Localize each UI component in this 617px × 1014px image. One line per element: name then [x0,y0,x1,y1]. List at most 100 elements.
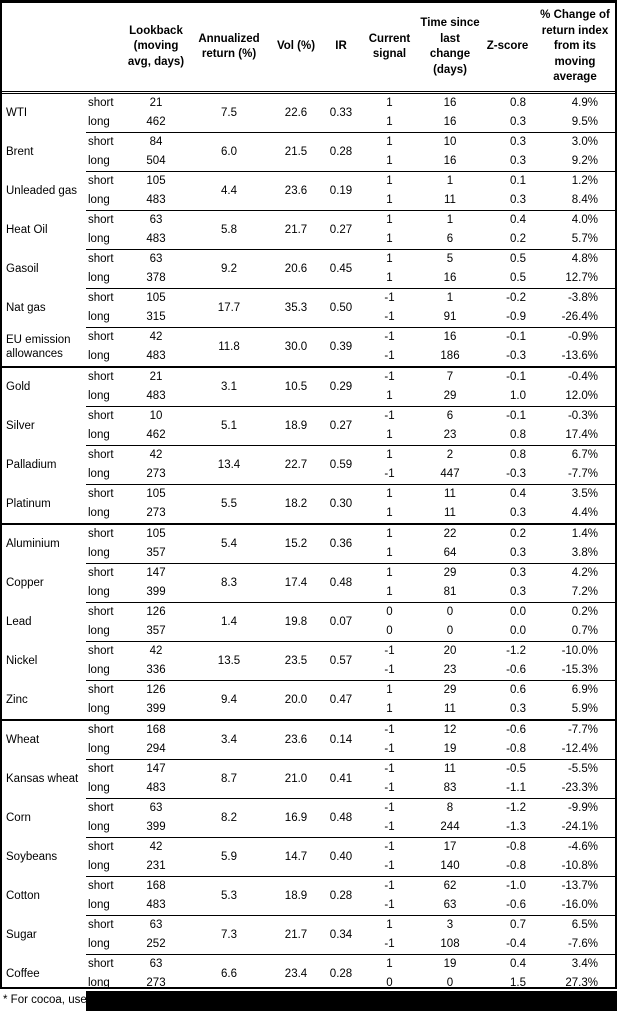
cell-time-since-change: 19 [443,743,457,755]
cell-current-signal: -1 [384,743,395,755]
cell-pct-change: 5.9% [571,703,598,715]
cell-ir: 0.28 [323,132,359,172]
cell-lookback: 462 [146,116,166,128]
cell-ir: 0.28 [323,876,359,916]
leg-label: long [88,743,110,755]
cell-current-signal: 1 [359,484,420,504]
cell-current-signal: -1 [384,311,395,323]
cell-z-score: -0.1 [480,327,535,347]
commodity-name: Brent [6,146,34,158]
cell-z-score: 0.8 [480,445,535,465]
cell-pct-change: 17.4% [565,429,598,441]
cell-pct-change: 12.0% [565,390,598,402]
cell-lookback: 231 [146,860,166,872]
commodity-name: Copper [6,577,44,589]
cell-lookback: 294 [146,743,166,755]
leg-label: long [88,977,110,989]
cell-current-signal: -1 [384,938,395,950]
cell-pct-change: 6.9% [535,680,615,700]
cell-annualized-return: 6.0 [189,132,269,172]
cell-annualized-return: 5.8 [189,210,269,250]
cell-pct-change: 3.5% [535,484,615,504]
cell-current-signal: 1 [359,210,420,230]
leg-label: short [86,249,123,269]
cell-z-score: 0.0 [510,625,526,637]
col-header-ir: IR [323,3,359,94]
table-row: Nickel short 42 13.5 23.5 0.57 -1 20 -1.2 -10.0% [2,641,615,681]
cell-lookback: 168 [123,876,189,896]
cell-ir: 0.30 [323,484,359,524]
cell-time-since-change: 8 [420,798,480,818]
cell-lookback: 63 [123,210,189,230]
cell-vol: 22.7 [269,445,323,485]
cell-lookback: 336 [146,664,166,676]
cell-pct-change: 1.2% [535,171,615,191]
table-row: long 399 1 11 0.3 5.9% [2,700,615,720]
cell-vol: 20.6 [269,249,323,289]
table-row: long 483 -1 186 -0.3 -13.6% [2,347,615,367]
redaction-bar [86,991,617,1011]
table-row: long 399 1 81 0.3 7.2% [2,583,615,603]
leg-label: long [88,586,110,598]
leg-label: short [86,602,123,622]
cell-z-score: -0.8 [506,743,526,755]
cell-lookback: 273 [146,977,166,989]
leg-label: long [88,468,110,480]
cell-vol: 17.4 [269,563,323,603]
cell-z-score: 0.3 [510,116,526,128]
table-row: EU emission allowances short 42 11.8 30.0 0.3… [2,327,615,367]
cell-z-score: 0.8 [510,97,526,109]
table-row: long 294 -1 19 -0.8 -12.4% [2,740,615,760]
cell-time-since-change: 16 [443,272,457,284]
table-row: long 462 1 16 0.3 9.5% [2,113,615,133]
cell-time-since-change: 12 [420,719,480,740]
cell-vol: 35.3 [269,288,323,328]
cell-time-since-change: 5 [420,249,480,269]
cell-z-score: 0.3 [480,563,535,583]
cell-pct-change: 12.7% [565,272,598,284]
leg-label: long [88,899,110,911]
cell-z-score: -0.2 [480,288,535,308]
leg-label: long [88,194,110,206]
cell-current-signal: 1 [386,194,393,206]
cell-pct-change: 7.2% [571,586,598,598]
leg-label: long [88,782,110,794]
cell-annualized-return: 8.3 [189,563,269,603]
cell-vol: 18.2 [269,484,323,524]
cell-current-signal: -1 [359,876,420,896]
cell-lookback: 126 [123,602,189,622]
cell-ir: 0.27 [323,210,359,250]
leg-label: long [88,155,110,167]
cell-current-signal: 0 [359,602,420,622]
leg-label: long [88,821,110,833]
leg-label: short [86,915,123,935]
cell-time-since-change: 1 [420,210,480,230]
cell-z-score: 0.2 [480,523,535,544]
col-header-vol: Vol (%) [269,3,323,94]
cell-time-since-change: 1 [420,288,480,308]
cell-z-score: -0.1 [480,366,535,387]
leg-label: short [86,954,123,974]
cell-time-since-change: 22 [420,523,480,544]
leg-label: short [86,876,123,896]
table-row: long 273 0 0 1.5 27.3% [2,974,615,994]
table-row: Silver short 10 5.1 18.9 0.27 -1 6 -0.1 -0.3% [2,406,615,446]
cell-z-score: 0.6 [480,680,535,700]
cell-annualized-return: 4.4 [189,171,269,211]
cell-pct-change: -26.4% [561,311,598,323]
cell-current-signal: -1 [384,350,395,362]
table-row: long 336 -1 23 -0.6 -15.3% [2,661,615,681]
cell-lookback: 147 [123,563,189,583]
cell-lookback: 252 [146,938,166,950]
cell-z-score: 0.5 [480,249,535,269]
cell-time-since-change: 62 [420,876,480,896]
commodity-name: Nickel [6,655,38,667]
page-border-top [0,0,617,3]
cell-current-signal: 1 [359,132,420,152]
cell-time-since-change: 140 [440,860,460,872]
cell-current-signal: 1 [386,390,393,402]
cell-time-since-change: 447 [440,468,460,480]
commodity-name: Silver [6,420,35,432]
cell-vol: 30.0 [269,327,323,367]
commodity-name: WTI [6,107,28,120]
